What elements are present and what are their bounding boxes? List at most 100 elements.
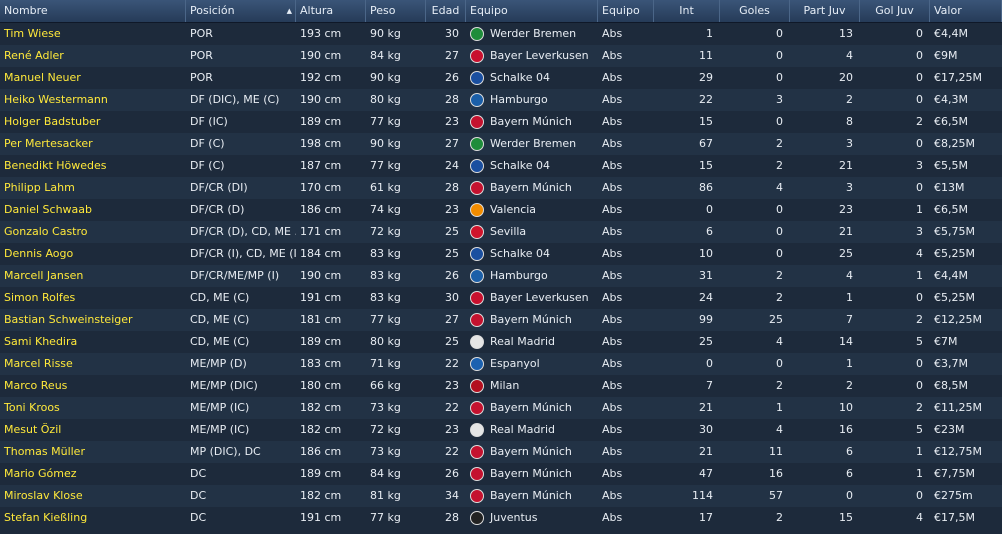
column-header-altura[interactable]: Altura <box>296 0 366 22</box>
player-name[interactable]: Bastian Schweinsteiger <box>4 313 133 326</box>
club-cell[interactable]: Real Madrid <box>466 419 598 441</box>
table-row[interactable]: Sami Khedira CD, ME (C) 189 cm 80 kg 25 Real … <box>0 331 1002 353</box>
club-cell[interactable]: Real Madrid <box>466 331 598 353</box>
value-cell: €5,25M <box>934 247 975 260</box>
table-row[interactable]: Mario Gómez DC 189 cm 84 kg 26 Bayern Múnich A… <box>0 463 1002 485</box>
club-cell[interactable]: Milan <box>466 375 598 397</box>
column-header-club[interactable]: Equipo <box>466 0 598 22</box>
player-name[interactable]: Benedikt Höwedes <box>4 159 107 172</box>
position-cell: CD, ME (C) <box>190 335 250 348</box>
club-cell[interactable]: Hamburgo <box>466 89 598 111</box>
player-name[interactable]: Marco Reus <box>4 379 68 392</box>
player-name[interactable]: Holger Badstuber <box>4 115 101 128</box>
table-row[interactable]: Gonzalo Castro DF/CR (D), CD, ME ... 171 c… <box>0 221 1002 243</box>
club-cell[interactable]: Bayern Múnich <box>466 111 598 133</box>
column-header-edad[interactable]: Edad <box>426 0 466 22</box>
table-row[interactable]: Per Mertesacker DF (C) 198 cm 90 kg 27 Werder… <box>0 133 1002 155</box>
player-name[interactable]: Daniel Schwaab <box>4 203 93 216</box>
column-header-peso[interactable]: Peso <box>366 0 426 22</box>
club-cell[interactable]: Espanyol <box>466 353 598 375</box>
club-cell[interactable]: Schalke 04 <box>466 155 598 177</box>
player-name[interactable]: Marcel Risse <box>4 357 73 370</box>
table-row[interactable]: Bastian Schweinsteiger CD, ME (C) 181 cm 77… <box>0 309 1002 331</box>
club-cell[interactable]: Bayern Múnich <box>466 177 598 199</box>
column-header-posicion[interactable]: Posición ▲ <box>186 0 296 22</box>
club-cell[interactable]: Hamburgo <box>466 265 598 287</box>
club-cell[interactable]: Werder Bremen <box>466 23 598 45</box>
player-name[interactable]: René Adler <box>4 49 64 62</box>
position-cell: ME/MP (IC) <box>190 401 250 414</box>
table-row[interactable]: Holger Badstuber DF (IC) 189 cm 77 kg 23 Baye… <box>0 111 1002 133</box>
column-header-goles[interactable]: Goles <box>720 0 790 22</box>
column-header-gol-juv[interactable]: Gol Juv <box>860 0 930 22</box>
squad-cell: Abs <box>602 225 623 238</box>
table-row[interactable]: Benedikt Höwedes DF (C) 187 cm 77 kg 24 Schal… <box>0 155 1002 177</box>
table-row[interactable]: Stefan Kießling DC 191 cm 77 kg 28 Juventus Ab… <box>0 507 1002 529</box>
table-row[interactable]: Miroslav Klose DC 182 cm 81 kg 34 Bayern Múni… <box>0 485 1002 507</box>
table-row[interactable]: Marcell Jansen DF/CR/ME/MP (I) 190 cm 83 kg… <box>0 265 1002 287</box>
table-row[interactable]: Thomas Müller MP (DIC), DC 186 cm 73 kg 22 Ba… <box>0 441 1002 463</box>
height-cell: 182 cm <box>300 423 342 436</box>
club-cell[interactable]: Bayern Múnich <box>466 441 598 463</box>
player-name[interactable]: Stefan Kießling <box>4 511 88 524</box>
player-name[interactable]: Tim Wiese <box>4 27 61 40</box>
table-row[interactable]: Heiko Westermann DF (DIC), ME (C) 190 cm 80… <box>0 89 1002 111</box>
youth-apps-cell: 1 <box>846 291 853 304</box>
column-header-nombre[interactable]: Nombre <box>0 0 186 22</box>
table-row[interactable]: Toni Kroos ME/MP (IC) 182 cm 73 kg 22 Bayern … <box>0 397 1002 419</box>
player-name[interactable]: Thomas Müller <box>4 445 85 458</box>
table-row[interactable]: Marco Reus ME/MP (DIC) 180 cm 66 kg 23 Milan A… <box>0 375 1002 397</box>
table-row[interactable]: Simon Rolfes CD, ME (C) 191 cm 83 kg 30 Bayer… <box>0 287 1002 309</box>
squad-cell: Abs <box>602 489 623 502</box>
club-cell[interactable]: Bayern Múnich <box>466 309 598 331</box>
club-cell[interactable]: Bayern Múnich <box>466 463 598 485</box>
goals-cell: 0 <box>776 247 783 260</box>
goals-cell: 1 <box>776 401 783 414</box>
player-name[interactable]: Gonzalo Castro <box>4 225 88 238</box>
table-row[interactable]: Tim Wiese POR 193 cm 90 kg 30 Werder Bremen Ab… <box>0 23 1002 45</box>
club-cell[interactable]: Bayer Leverkusen <box>466 45 598 67</box>
column-header-int[interactable]: Int <box>654 0 720 22</box>
club-cell[interactable]: Schalke 04 <box>466 243 598 265</box>
player-name[interactable]: Marcell Jansen <box>4 269 84 282</box>
club-cell[interactable]: Bayern Múnich <box>466 397 598 419</box>
club-cell[interactable]: Werder Bremen <box>466 133 598 155</box>
table-row[interactable]: Philipp Lahm DF/CR (DI) 170 cm 61 kg 28 Bayer… <box>0 177 1002 199</box>
club-cell[interactable]: Sevilla <box>466 221 598 243</box>
player-name[interactable]: Dennis Aogo <box>4 247 74 260</box>
column-header-valor[interactable]: Valor <box>930 0 1002 22</box>
goals-cell: 2 <box>776 137 783 150</box>
player-name[interactable]: Manuel Neuer <box>4 71 81 84</box>
player-name[interactable]: Mario Gómez <box>4 467 77 480</box>
club-cell[interactable]: Valencia <box>466 199 598 221</box>
club-name: Bayern Múnich <box>490 489 572 502</box>
table-row[interactable]: Marcel Risse ME/MP (D) 183 cm 71 kg 22 Espany… <box>0 353 1002 375</box>
table-row[interactable]: Mesut Özil ME/MP (IC) 182 cm 72 kg 23 Real Ma… <box>0 419 1002 441</box>
player-name[interactable]: Heiko Westermann <box>4 93 108 106</box>
column-header-part-juv[interactable]: Part Juv <box>790 0 860 22</box>
goals-cell: 25 <box>769 313 783 326</box>
caps-cell: 17 <box>699 511 713 524</box>
squad-cell: Abs <box>602 27 623 40</box>
goals-cell: 2 <box>776 291 783 304</box>
table-row[interactable]: René Adler POR 190 cm 84 kg 27 Bayer Leverkus… <box>0 45 1002 67</box>
column-header-equipo[interactable]: Equipo <box>598 0 654 22</box>
club-cell[interactable]: Juventus <box>466 507 598 529</box>
table-row[interactable]: Manuel Neuer POR 192 cm 90 kg 26 Schalke 04 Ab… <box>0 67 1002 89</box>
age-cell: 27 <box>445 313 459 326</box>
player-name[interactable]: Simon Rolfes <box>4 291 76 304</box>
position-cell: DF (IC) <box>190 115 228 128</box>
club-cell[interactable]: Bayer Leverkusen <box>466 287 598 309</box>
player-name[interactable]: Mesut Özil <box>4 423 62 436</box>
player-name[interactable]: Toni Kroos <box>4 401 60 414</box>
player-name[interactable]: Philipp Lahm <box>4 181 75 194</box>
height-cell: 186 cm <box>300 445 342 458</box>
value-cell: €17,5M <box>934 511 975 524</box>
table-row[interactable]: Daniel Schwaab DF/CR (D) 186 cm 74 kg 23 Vale… <box>0 199 1002 221</box>
player-name[interactable]: Miroslav Klose <box>4 489 83 502</box>
player-name[interactable]: Sami Khedira <box>4 335 78 348</box>
club-cell[interactable]: Schalke 04 <box>466 67 598 89</box>
table-row[interactable]: Dennis Aogo DF/CR (I), CD, ME (I... 184 cm… <box>0 243 1002 265</box>
club-cell[interactable]: Bayern Múnich <box>466 485 598 507</box>
player-name[interactable]: Per Mertesacker <box>4 137 93 150</box>
